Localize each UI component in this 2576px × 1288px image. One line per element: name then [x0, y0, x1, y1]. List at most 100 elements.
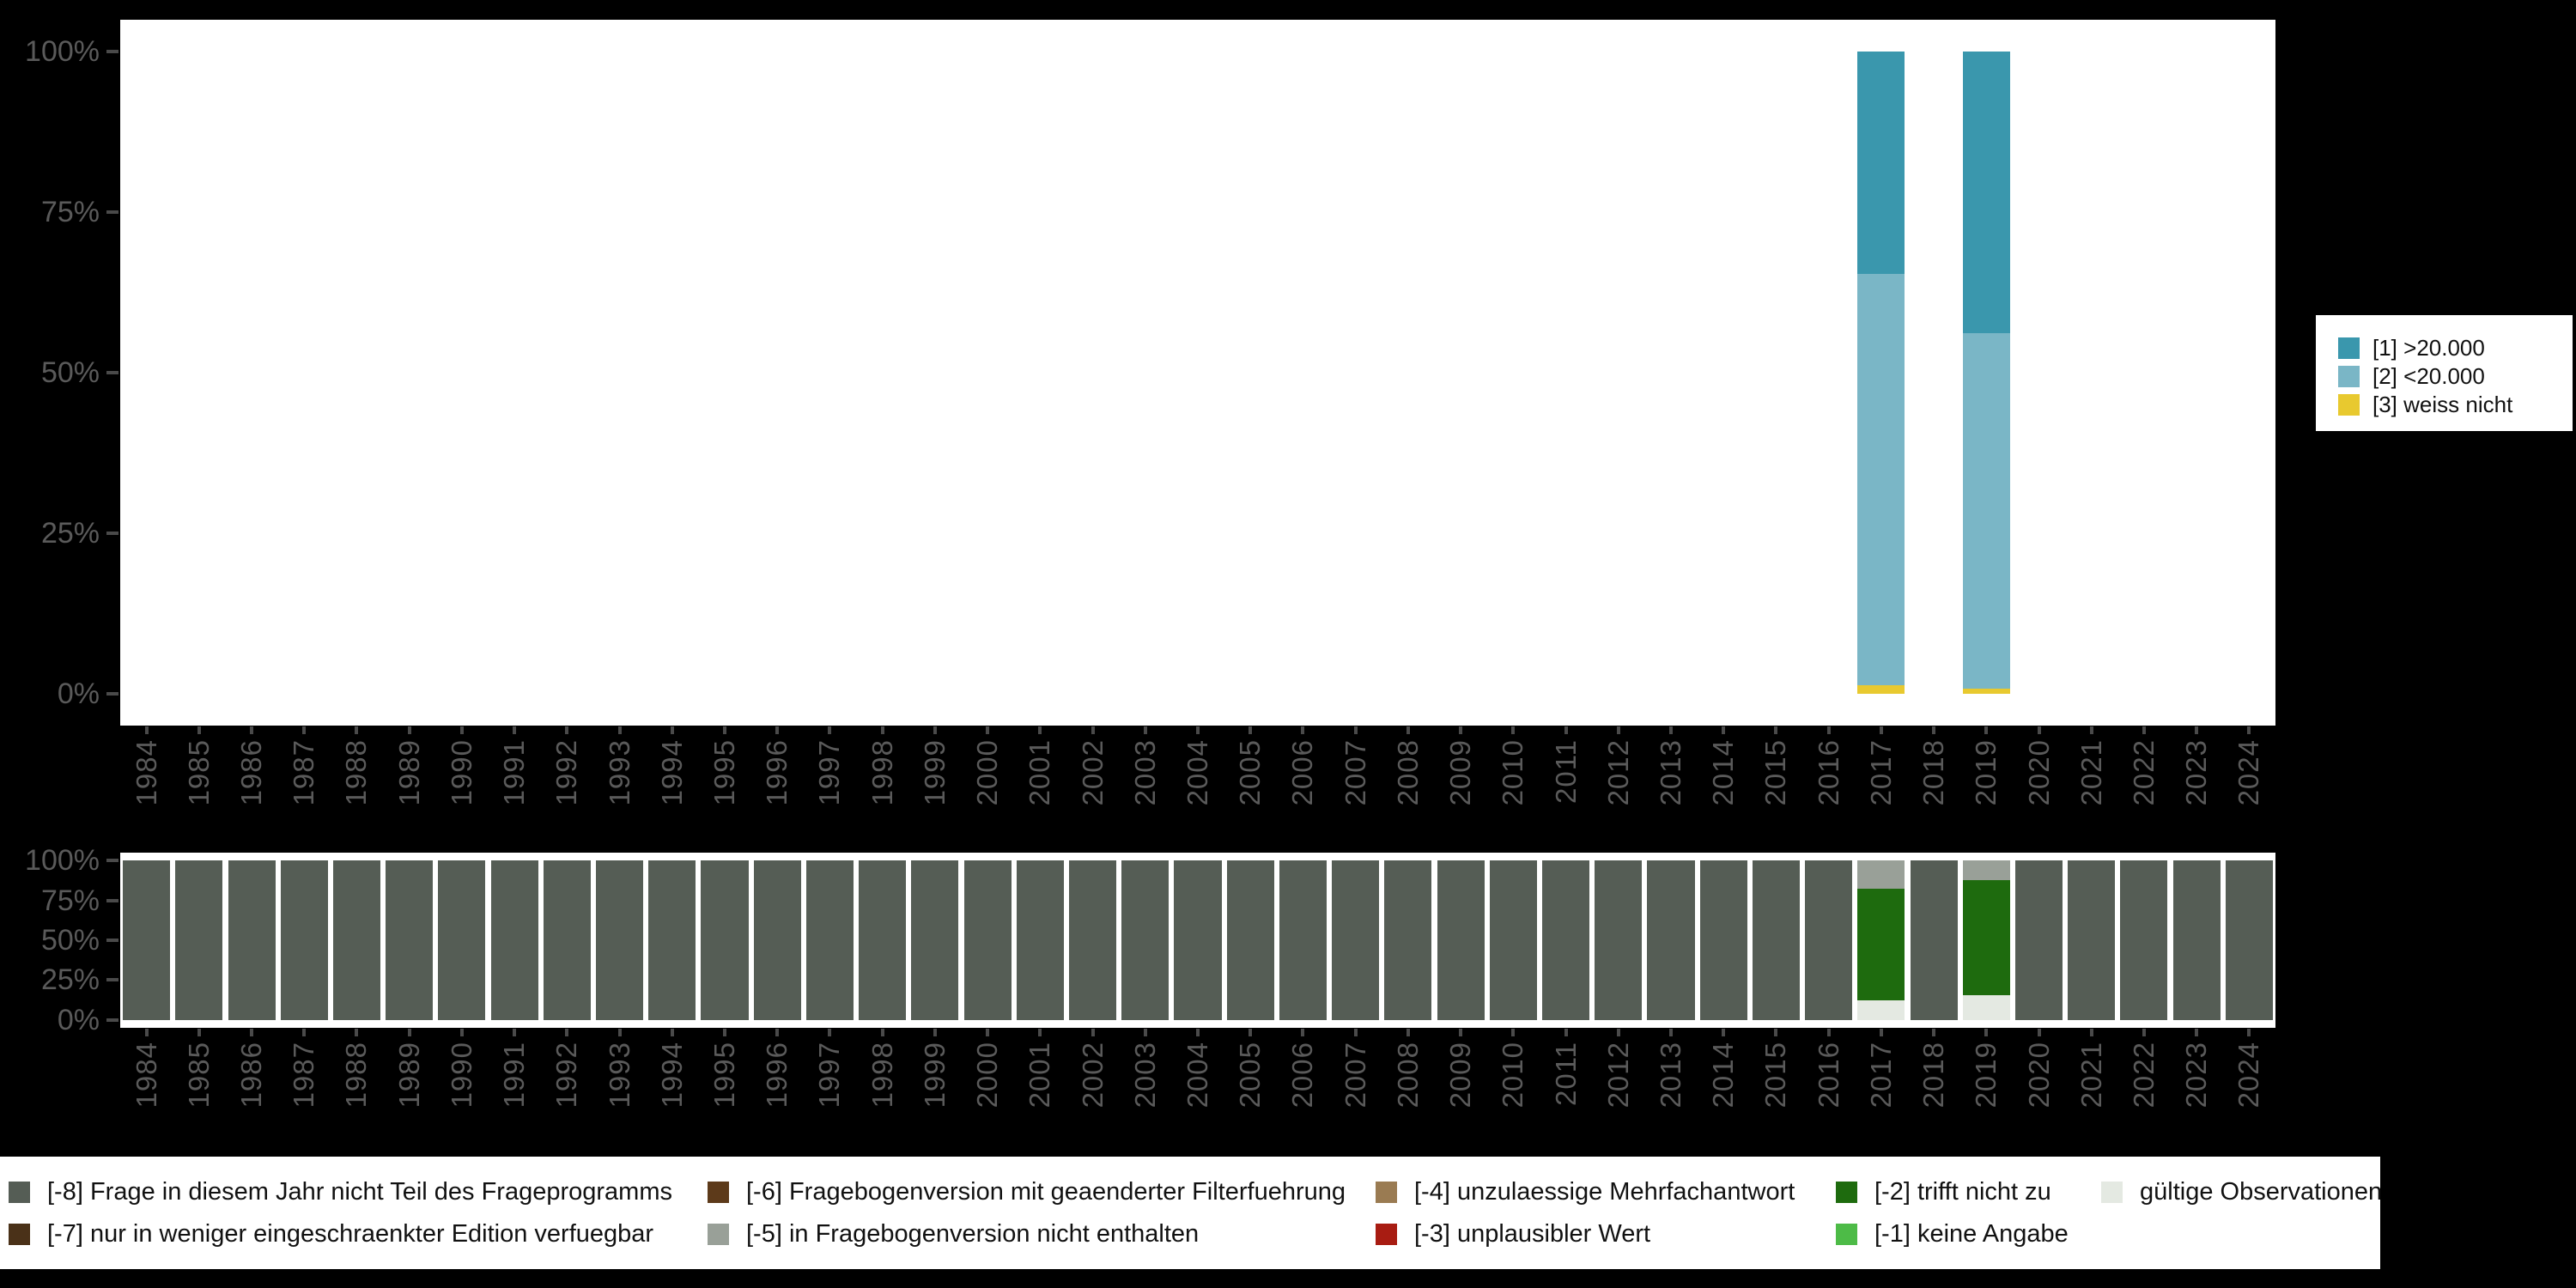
stacked-bar-2008 [1384, 860, 1432, 1020]
x-axis-year-label: 2000 [971, 739, 1004, 806]
x-axis-tick-mark [1722, 1029, 1726, 1036]
legend-column: [-2] trifft nicht zu [-1] keine Angabe [1836, 1178, 2069, 1266]
y-axis-tick-label: 100% [25, 844, 100, 878]
x-axis-tick-mark [1879, 1029, 1883, 1036]
stacked-bar-2013 [1647, 860, 1695, 1020]
y-axis-tick-mark [106, 898, 118, 902]
x-axis-tick-mark [1038, 726, 1042, 734]
x-axis-year-label: 2003 [1128, 739, 1161, 806]
x-axis-year-label: 2005 [1234, 739, 1267, 806]
x-axis-tick-mark [2195, 1029, 2199, 1036]
x-axis-tick-mark [723, 726, 727, 734]
y-axis-tick-label: 100% [25, 34, 100, 68]
x-axis-year-label: 1997 [813, 739, 846, 806]
stacked-bar-1994 [648, 860, 696, 1020]
x-axis-year-label: 2004 [1182, 739, 1213, 806]
stacked-bar-2019 [1962, 51, 2010, 695]
x-axis-year-label: 2008 [1391, 739, 1424, 806]
x-axis-year-label: 2001 [1024, 739, 1056, 806]
bar-segment [1226, 860, 1274, 1020]
legend-swatch [9, 1224, 30, 1245]
y-axis-tick-mark [106, 371, 118, 374]
y-axis-tick-label: 50% [40, 356, 100, 389]
x-axis-year-label: 1992 [550, 739, 583, 806]
legend-item: [-1] keine Angabe [1836, 1220, 2069, 1248]
stacked-bar-2002 [1069, 860, 1117, 1020]
x-axis-tick-mark [1406, 1029, 1410, 1036]
stacked-bar-2012 [1595, 860, 1643, 1020]
x-axis-tick-mark [1564, 1029, 1568, 1036]
x-axis-year-label: 2021 [2075, 1042, 2107, 1109]
bar-segment [805, 860, 854, 1020]
frequency-legend: [1] >20.000 [2] <20.000 [3] weiss nicht [2316, 315, 2573, 431]
x-axis-year-label: 2023 [2180, 1042, 2213, 1109]
legend-column: [-6] Fragebogenversion mit geaenderter F… [708, 1178, 1346, 1266]
y-axis-tick-mark [106, 210, 118, 214]
x-axis-tick-mark [670, 726, 674, 734]
x-axis-tick-mark [1249, 726, 1253, 734]
x-axis-year-label: 2014 [1707, 739, 1740, 806]
legend-swatch [2338, 337, 2360, 359]
bar-segment [1857, 889, 1905, 1001]
x-axis-tick-mark [459, 726, 464, 734]
stacked-bar-2006 [1279, 860, 1327, 1020]
bar-segment [1962, 689, 2010, 695]
bar-segment [175, 860, 223, 1020]
legend-swatch [1836, 1224, 1857, 1245]
x-axis-year-label: 1996 [761, 1042, 793, 1109]
bar-segment [1962, 994, 2010, 1020]
y-axis-tick-mark [106, 939, 118, 942]
x-axis-tick-mark [1301, 726, 1305, 734]
bar-segment [1857, 685, 1905, 694]
legend-swatch [1376, 1224, 1397, 1245]
x-axis-tick-mark [513, 1029, 517, 1036]
x-axis-year-label: 2020 [2022, 1042, 2055, 1109]
y-axis-tick-label: 75% [40, 884, 100, 917]
x-axis-year-label: 2000 [971, 1042, 1004, 1109]
x-axis-year-label: 2001 [1024, 1042, 1056, 1109]
x-axis-tick-mark [1249, 1029, 1253, 1036]
x-axis-year-label: 1992 [550, 1042, 583, 1109]
stacked-bar-1989 [386, 860, 434, 1020]
x-axis-tick-mark [1091, 1029, 1095, 1036]
bar-segment [648, 860, 696, 1020]
stacked-bar-2011 [1541, 860, 1590, 1020]
x-axis-tick-mark [670, 1029, 674, 1036]
bar-segment [1699, 860, 1747, 1020]
missing-values-legend: [-8] Frage in diesem Jahr nicht Teil des… [0, 1157, 2382, 1269]
legend-item: gültige Observationen [2101, 1178, 2382, 1206]
bar-segment [1174, 860, 1222, 1020]
plot-panel [120, 20, 2275, 726]
bar-segment [2172, 860, 2221, 1020]
x-axis-tick-mark [723, 1029, 727, 1036]
stacked-bar-2001 [1016, 860, 1064, 1020]
bar-segment [2120, 860, 2168, 1020]
legend-swatch [708, 1182, 729, 1203]
x-axis-tick-mark [2142, 1029, 2146, 1036]
x-axis-year-label: 1998 [866, 739, 898, 806]
x-axis-tick-mark [302, 726, 307, 734]
x-axis-tick-mark [1038, 1029, 1042, 1036]
bar-segment [228, 860, 276, 1020]
legend-item: [-6] Fragebogenversion mit geaenderter F… [708, 1178, 1346, 1206]
x-axis-tick-mark [1353, 1029, 1358, 1036]
x-axis-tick-mark [144, 1029, 149, 1036]
stacked-bar-2009 [1437, 860, 1485, 1020]
x-axis-year-label: 1988 [340, 1042, 373, 1109]
legend-label: gültige Observationen [2140, 1178, 2383, 1206]
x-axis-tick-mark [933, 1029, 937, 1036]
bar-segment [1962, 333, 2010, 690]
x-axis-tick-mark [144, 726, 149, 734]
legend-swatch [2101, 1182, 2123, 1203]
legend-swatch [1376, 1182, 1397, 1203]
stacked-bar-1991 [490, 860, 538, 1020]
x-axis-tick-mark [1668, 726, 1673, 734]
x-axis-tick-mark [1774, 1029, 1778, 1036]
x-axis-year-label: 1998 [866, 1042, 898, 1109]
stacked-bar-1986 [228, 860, 276, 1020]
stacked-bar-2003 [1121, 860, 1170, 1020]
stacked-bar-2021 [2068, 860, 2116, 1020]
x-axis-year-label: 2013 [1654, 1042, 1686, 1109]
legend-item: [-4] unzulaessige Mehrfachantwort [1376, 1178, 1795, 1206]
x-axis-year-label: 2004 [1182, 1042, 1213, 1109]
